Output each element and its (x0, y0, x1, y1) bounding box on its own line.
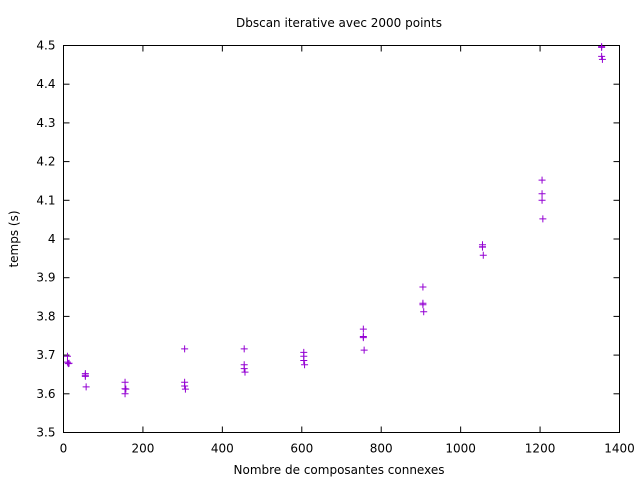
data-point (420, 308, 428, 316)
y-tick-label: 4.2 (36, 155, 55, 169)
data-point (360, 346, 368, 354)
x-tick-label: 1200 (525, 442, 556, 456)
y-tick-label: 4.1 (36, 193, 55, 207)
data-point (419, 283, 427, 291)
data-point (538, 176, 546, 184)
x-axis-ticks: 0 200 400 600 800 1000 1200 1400 (60, 45, 635, 456)
data-point (598, 55, 606, 63)
data-point (359, 334, 367, 342)
y-tick-label: 4.5 (36, 39, 55, 53)
data-point (598, 52, 606, 60)
y-tick-label: 3.8 (36, 309, 55, 323)
x-tick-label: 1400 (604, 442, 635, 456)
data-point (359, 325, 367, 333)
chart-title: Dbscan iterative avec 2000 points (236, 16, 442, 30)
plot-frame (63, 45, 620, 433)
x-tick-label: 0 (60, 442, 68, 456)
data-point (65, 359, 73, 367)
data-point (181, 382, 189, 390)
y-tick-label: 4.4 (36, 77, 55, 91)
data-point (240, 365, 248, 373)
data-point (181, 345, 189, 353)
y-axis-label: temps (s) (7, 210, 21, 267)
data-point (300, 357, 308, 365)
y-tick-label: 4.3 (36, 116, 55, 130)
y-tick-label: 3.5 (36, 426, 55, 440)
x-tick-label: 200 (131, 442, 154, 456)
y-axis-ticks: 3.5 3.6 3.7 3.8 3.9 4 4.1 4.2 4.3 4.4 4.5 (36, 39, 620, 440)
y-tick-label: 3.6 (36, 387, 55, 401)
data-point (538, 196, 546, 204)
data-point (301, 361, 309, 369)
data-point (82, 383, 90, 391)
data-point (121, 378, 129, 386)
data-point (63, 358, 71, 366)
data-point (479, 251, 487, 259)
x-tick-label: 1000 (445, 442, 476, 456)
data-point (81, 371, 89, 379)
data-point (598, 43, 606, 51)
y-tick-label: 3.7 (36, 348, 55, 362)
y-tick-label: 3.9 (36, 271, 55, 285)
x-tick-label: 400 (211, 442, 234, 456)
data-point (539, 215, 547, 223)
data-point (538, 190, 546, 198)
x-axis-label: Nombre de composantes connexes (234, 463, 445, 477)
x-tick-label: 600 (290, 442, 313, 456)
data-point (241, 368, 249, 376)
data-point (181, 385, 189, 393)
y-tick-label: 4 (48, 232, 56, 246)
x-tick-label: 800 (370, 442, 393, 456)
data-point (121, 390, 129, 398)
data-point (122, 385, 130, 393)
data-point (478, 243, 486, 251)
data-point (419, 301, 427, 309)
data-point (240, 345, 248, 353)
data-points (63, 43, 606, 398)
